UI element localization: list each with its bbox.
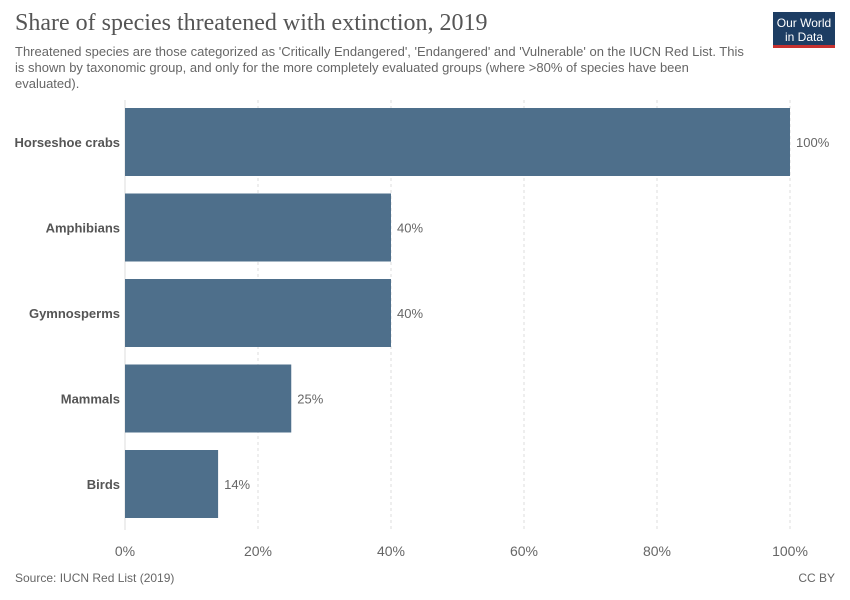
bar[interactable] [125,364,292,433]
license-note[interactable]: CC BY [798,571,835,585]
value-label: 40% [397,306,423,321]
value-label: 25% [297,392,323,407]
category-label: Mammals [61,392,120,407]
x-tick-label: 100% [772,543,808,559]
value-label: 100% [796,135,830,150]
bar[interactable] [125,279,391,347]
owid-logo[interactable]: Our World in Data [773,12,835,48]
logo-line-2: in Data [784,30,824,44]
bars [125,108,790,518]
value-label: 40% [397,221,423,236]
labels: 0% 20% 40% 60% 80% 100% Horseshoe crabs 100% Amp… [15,135,830,559]
category-label: Amphibians [46,221,120,236]
category-label: Gymnosperms [29,306,120,321]
x-tick-label: 40% [377,543,405,559]
logo-line-1: Our World [776,16,832,30]
category-label: Horseshoe crabs [15,135,121,150]
source-note[interactable]: Source: IUCN Red List (2019) [15,571,175,585]
chart-title: Share of species threatened with extinct… [15,10,488,36]
x-tick-label: 20% [244,543,272,559]
bar[interactable] [125,108,790,176]
x-tick-label: 80% [643,543,671,559]
bar[interactable] [125,450,219,518]
category-label: Birds [87,477,120,492]
x-tick-label: 60% [510,543,538,559]
value-label: 14% [224,477,250,492]
chart-subtitle: Threatened species are those categorized… [15,44,744,91]
bar[interactable] [125,193,391,262]
x-tick-label: 0% [115,543,135,559]
